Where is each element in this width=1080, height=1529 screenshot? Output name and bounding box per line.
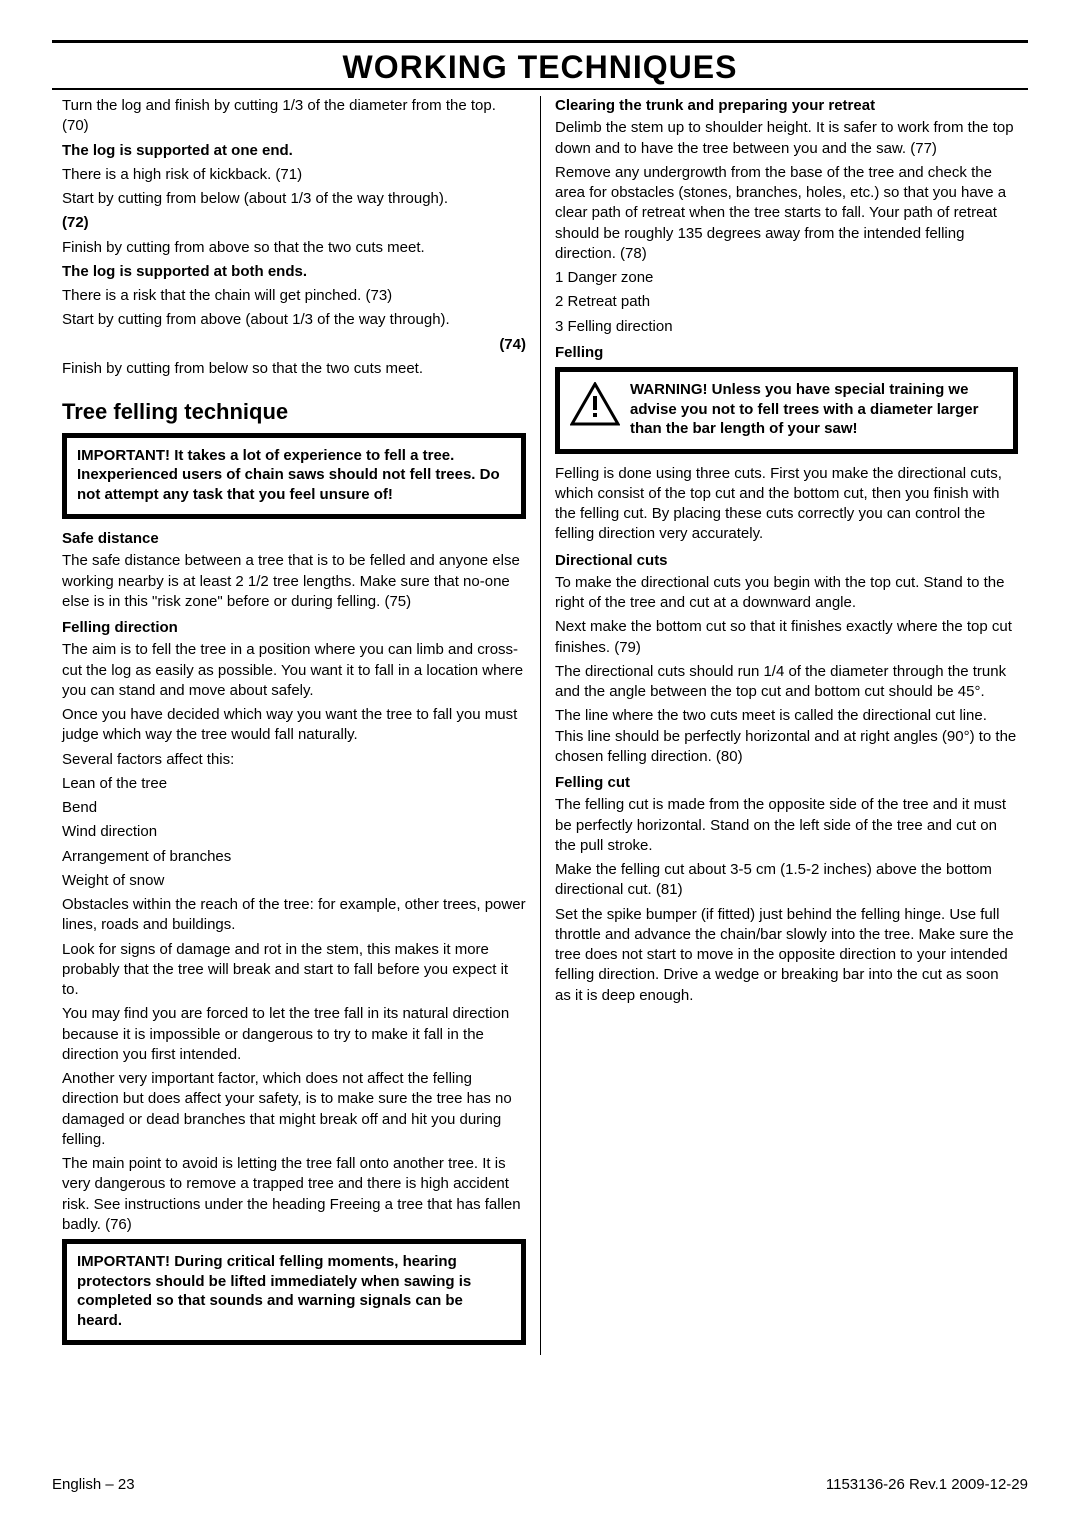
ref-72: (72) <box>62 213 526 233</box>
safe-distance-para: The safe distance between a tree that is… <box>62 551 526 612</box>
fc-p2: Make the felling cut about 3-5 cm (1.5-2… <box>555 860 1018 901</box>
fd-li7: Look for signs of damage and rot in the … <box>62 940 526 1001</box>
para-70: Turn the log and finish by cutting 1/3 o… <box>62 96 526 137</box>
clear-p1: Delimb the stem up to shoulder height. I… <box>555 118 1018 159</box>
para-74a: Start by cutting from above (about 1/3 o… <box>62 310 526 330</box>
para-73: There is a risk that the chain will get … <box>62 286 526 306</box>
fell-p1: Felling is done using three cuts. First … <box>555 464 1018 545</box>
fd-p1: The aim is to fell the tree in a positio… <box>62 640 526 701</box>
fc-p3: Set the spike bumper (if fitted) just be… <box>555 905 1018 1006</box>
heading-felling: Felling <box>555 343 1018 363</box>
footer: 1153136-26 Rev.1 2009-12-29 <box>826 1476 1028 1493</box>
clear-li1: 1 Danger zone <box>555 268 1018 288</box>
warning-text: WARNING! Unless you have special trainin… <box>630 380 1003 439</box>
para-74b: Finish by cutting from below so that the… <box>62 359 526 379</box>
ref-74: (74) <box>62 335 526 355</box>
para-72a: Start by cutting from below (about 1/3 o… <box>62 189 526 209</box>
content-columns: Turn the log and finish by cutting 1/3 o… <box>52 96 1028 1355</box>
subhead-tree-felling: Tree felling technique <box>62 397 526 427</box>
dc-p3: The directional cuts should run 1/4 of t… <box>555 662 1018 703</box>
para-71: There is a high risk of kickback. (71) <box>62 165 526 185</box>
text: Turn the log and finish by cutting 1/3 o… <box>62 97 496 134</box>
clear-p2: Remove any undergrowth from the base of … <box>555 163 1018 264</box>
fd-li2: Bend <box>62 798 526 818</box>
heading-felling-cut: Felling cut <box>555 773 1018 793</box>
fd-p6: The main point to avoid is letting the t… <box>62 1154 526 1235</box>
dc-p4: The line where the two cuts meet is call… <box>555 706 1018 767</box>
fd-li1: Lean of the tree <box>62 774 526 794</box>
subhead-both-ends: The log is supported at both ends. <box>62 262 526 282</box>
dc-p1: To make the directional cuts you begin w… <box>555 573 1018 614</box>
warning-triangle-icon <box>570 382 620 432</box>
clear-li2: 2 Retreat path <box>555 292 1018 312</box>
clear-li3: 3 Felling direction <box>555 317 1018 337</box>
important-box-2: IMPORTANT! During critical felling momen… <box>62 1239 526 1345</box>
manual-page: WORKING TECHNIQUES Turn the log and fini… <box>0 0 1080 1529</box>
page-title: WORKING TECHNIQUES <box>52 49 1028 86</box>
under-title-rule <box>52 88 1028 90</box>
fd-li3: Wind direction <box>62 822 526 842</box>
para-72b: Finish by cutting from above so that the… <box>62 238 526 258</box>
page-number: English – 23 <box>52 1476 135 1493</box>
heading-directional-cuts: Directional cuts <box>555 551 1018 571</box>
dc-p2: Next make the bottom cut so that it fini… <box>555 617 1018 658</box>
heading-clearing: Clearing the trunk and preparing your re… <box>555 96 1018 116</box>
heading-felling-direction: Felling direction <box>62 618 526 638</box>
fd-li4: Arrangement of branches <box>62 847 526 867</box>
fc-p1: The felling cut is made from the opposit… <box>555 795 1018 856</box>
top-rule <box>52 40 1028 43</box>
fd-li6: Obstacles within the reach of the tree: … <box>62 895 526 936</box>
left-column: Turn the log and finish by cutting 1/3 o… <box>52 96 540 1355</box>
fd-p4: You may find you are forced to let the t… <box>62 1004 526 1065</box>
subhead-one-end: The log is supported at one end. <box>62 141 526 161</box>
fd-p3: Several factors affect this: <box>62 750 526 770</box>
warning-box: WARNING! Unless you have special trainin… <box>555 367 1018 454</box>
fd-p5: Another very important factor, which doe… <box>62 1069 526 1150</box>
right-column: Clearing the trunk and preparing your re… <box>540 96 1028 1355</box>
heading-safe-distance: Safe distance <box>62 529 526 549</box>
fd-li5: Weight of snow <box>62 871 526 891</box>
warn-text-1: IMPORTANT! It takes a lot of experience … <box>77 446 511 505</box>
warn-text-2: IMPORTANT! During critical felling momen… <box>77 1252 511 1330</box>
important-box-1: IMPORTANT! It takes a lot of experience … <box>62 433 526 520</box>
fd-p2: Once you have decided which way you want… <box>62 705 526 746</box>
